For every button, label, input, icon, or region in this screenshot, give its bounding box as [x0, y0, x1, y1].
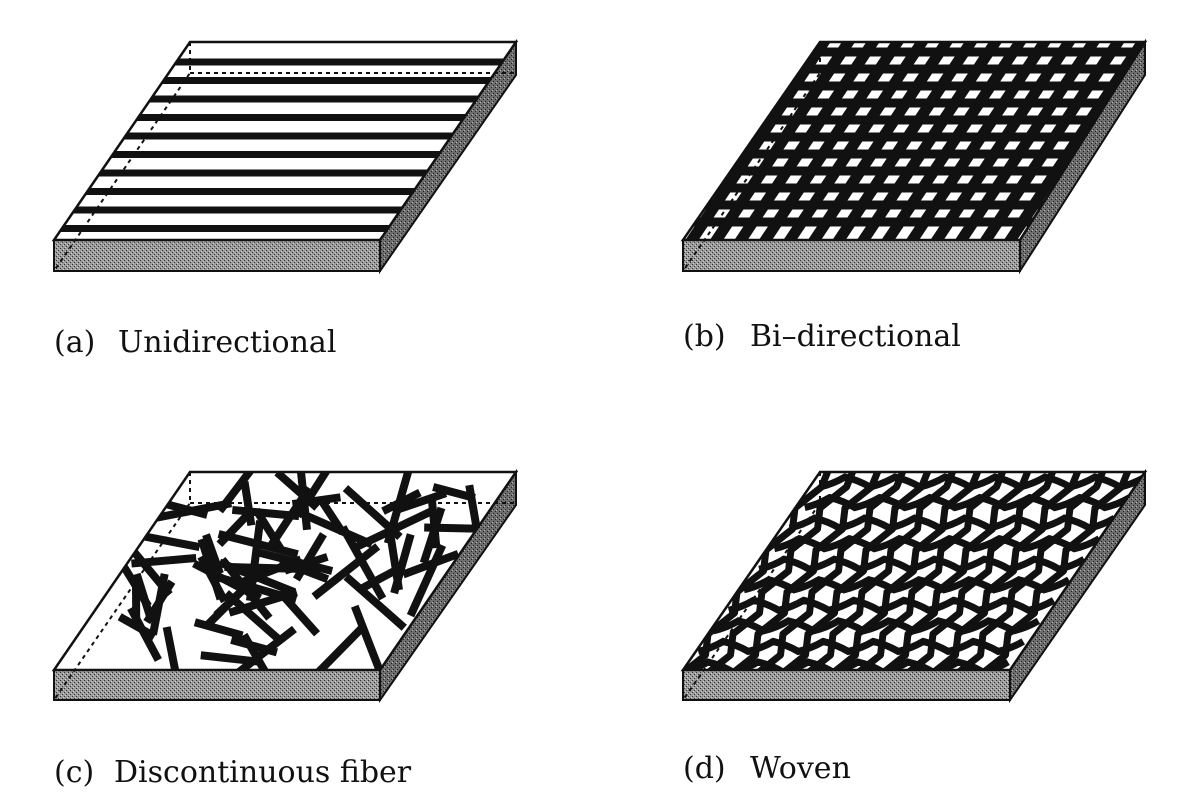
warp-bundle — [851, 472, 1009, 670]
warp-fiber — [756, 42, 907, 240]
panel-d-caption: Woven — [750, 751, 851, 786]
panel-c-letter: (c) — [54, 755, 94, 790]
short-fiber — [390, 533, 415, 595]
short-fiber — [419, 506, 446, 565]
warp-fiber — [903, 42, 1054, 240]
short-fiber — [216, 472, 267, 514]
short-fiber — [197, 554, 229, 604]
short-fiber — [357, 564, 402, 594]
warp-bundle — [801, 472, 959, 670]
laminate-front-face — [682, 239, 1021, 272]
warp-fiber — [781, 42, 931, 240]
short-fiber — [246, 520, 265, 602]
warp-fiber — [732, 42, 882, 240]
warp-bundle — [951, 472, 1109, 670]
hidden-edge — [53, 42, 191, 272]
short-fiber — [162, 626, 183, 670]
warp-fiber — [830, 42, 980, 240]
short-fiber — [216, 508, 255, 548]
warp-bundle — [901, 472, 1059, 670]
warp-fiber — [879, 42, 1029, 240]
warp-fiber — [683, 42, 833, 240]
laminate-front-face — [53, 669, 381, 701]
short-fiber — [283, 553, 329, 575]
short-fiber — [304, 511, 374, 549]
panel-a-caption: Unidirectional — [118, 325, 336, 360]
short-fiber — [166, 500, 209, 519]
short-fiber — [127, 606, 162, 662]
short-fiber — [132, 572, 154, 618]
warp-fiber — [805, 42, 956, 240]
short-fiber — [131, 554, 197, 568]
short-fiber — [235, 625, 297, 670]
short-fiber — [223, 590, 281, 642]
warp-bundle — [876, 472, 1034, 670]
short-fiber — [231, 505, 300, 521]
laminate-front-face — [682, 669, 1011, 701]
weft-bundle — [727, 596, 1056, 615]
fiber-pattern — [683, 472, 1145, 670]
warp-bundle — [826, 472, 984, 670]
warp-fiber — [977, 42, 1127, 240]
laminate-front-face — [53, 239, 381, 272]
warp-bundle — [701, 472, 859, 670]
short-fiber — [126, 544, 173, 598]
panel-a-letter: (a) — [54, 325, 95, 360]
hidden-edge — [53, 472, 191, 701]
short-fiber — [383, 472, 415, 545]
short-fiber — [252, 507, 285, 552]
short-fiber — [294, 472, 312, 531]
short-fiber — [432, 483, 476, 502]
panel-a-unidirectional: (a) Unidirectional — [51, 38, 519, 360]
panel-c-discontinuous: (c) Discontinuous fiber — [51, 468, 519, 790]
panel-b-letter: (b) — [683, 319, 726, 354]
warp-fiber — [707, 42, 858, 240]
short-fiber — [143, 579, 176, 625]
short-fiber — [292, 532, 327, 582]
short-fiber — [231, 555, 303, 590]
short-fiber — [193, 618, 244, 640]
panel-c-caption: Discontinuous fiber — [114, 755, 412, 790]
short-fiber — [202, 533, 224, 575]
panel-b-caption: Bi–directional — [750, 319, 961, 354]
weft-bundle — [683, 658, 1010, 670]
warp-bundle — [726, 472, 884, 670]
warp-bundle — [751, 472, 909, 670]
short-fiber — [311, 543, 381, 600]
short-fiber — [311, 624, 366, 670]
short-fiber — [343, 573, 407, 631]
warp-bundle — [776, 472, 934, 670]
warp-bundle — [683, 472, 834, 670]
warp-bundle — [976, 472, 1134, 670]
weft-bundle — [773, 534, 1102, 553]
short-fiber — [406, 543, 447, 618]
short-fiber — [395, 489, 448, 514]
short-fiber — [240, 481, 256, 526]
warp-fiber — [1001, 42, 1145, 240]
warp-bundle — [926, 472, 1084, 670]
short-fiber — [350, 604, 389, 670]
warp-fiber — [952, 42, 1103, 240]
short-fiber — [274, 472, 320, 511]
panel-b-bidirectional: (b) Bi–directional — [680, 38, 1148, 354]
weft-bundle — [697, 637, 1025, 656]
warp-fiber — [928, 42, 1078, 240]
warp-fiber — [854, 42, 1005, 240]
panel-d-woven: (d) Woven — [680, 468, 1148, 786]
short-fiber — [240, 632, 275, 670]
panel-d-letter: (d) — [683, 751, 726, 786]
